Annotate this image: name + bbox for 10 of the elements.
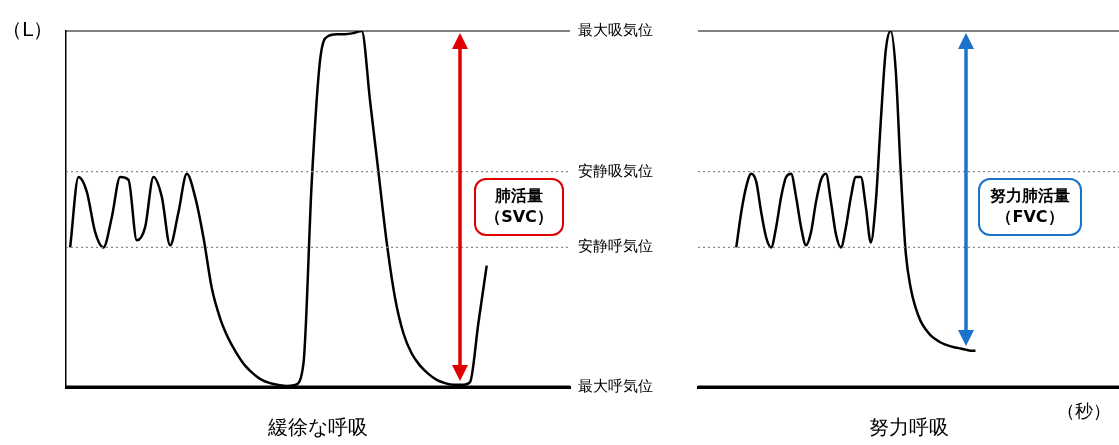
ref-line-label: 安静吸気位 — [578, 161, 653, 180]
annotation: 肺活量（SVC） — [474, 178, 564, 236]
x-axis-title: 緩徐な呼吸 — [267, 415, 368, 440]
text: 努力肺活量（FVC） — [978, 178, 1082, 236]
ref-line-label: 安静呼気位 — [578, 237, 653, 256]
text: （秒） — [1057, 399, 1111, 421]
ref-line-label: 最大吸気位 — [578, 20, 653, 39]
ref-line-label: 最大呼気位 — [578, 376, 653, 395]
y-axis-title: （L） — [2, 17, 54, 42]
x-axis-title: 努力呼吸 — [868, 415, 949, 440]
